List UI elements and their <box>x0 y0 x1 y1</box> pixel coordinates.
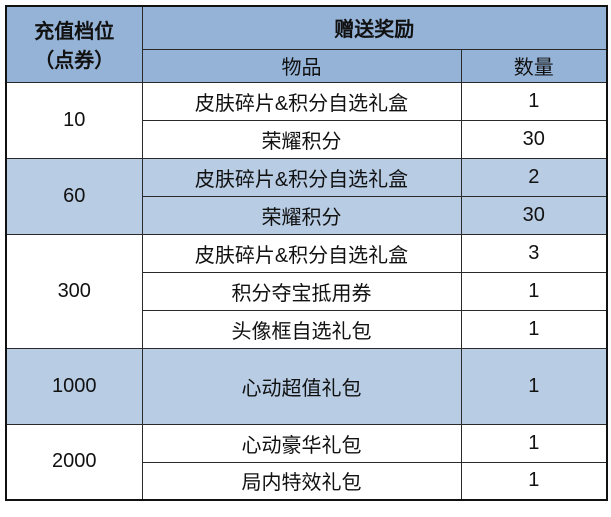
qty-cell: 2 <box>460 157 608 197</box>
item-cell: 荣耀积分 <box>141 119 462 159</box>
item-cell: 心动豪华礼包 <box>141 423 462 463</box>
tier-cell: 10 <box>5 81 143 159</box>
item-cell: 积分夺宝抵用券 <box>141 271 462 311</box>
item-cell: 心动超值礼包 <box>141 347 462 425</box>
qty-cell: 30 <box>460 195 608 235</box>
qty-cell: 1 <box>460 271 608 311</box>
tier-cell: 300 <box>5 233 143 349</box>
item-cell: 荣耀积分 <box>141 195 462 235</box>
qty-cell: 1 <box>460 309 608 349</box>
table-row: 积分夺宝抵用券 1 <box>6 271 608 311</box>
tier-header-unit: （点券） <box>34 50 115 73</box>
item-cell: 皮肤碎片&积分自选礼盒 <box>141 157 462 197</box>
subheader-row: 物品 数量 <box>6 48 608 83</box>
qty-header: 数量 <box>460 48 608 83</box>
table-row: 300 皮肤碎片&积分自选礼盒 3 <box>5 233 608 349</box>
tier-header-label: 充值档位 <box>34 21 115 44</box>
table-row: 2000 心动豪华礼包 1 <box>5 423 608 501</box>
item-cell: 皮肤碎片&积分自选礼盒 <box>141 81 462 121</box>
tier-cell: 1000 <box>5 347 143 425</box>
table-row: 10 皮肤碎片&积分自选礼盒 1 <box>5 81 608 159</box>
tier-cell: 2000 <box>5 423 143 501</box>
qty-cell: 3 <box>460 233 608 273</box>
item-header: 物品 <box>141 48 462 83</box>
table-row: 60 皮肤碎片&积分自选礼盒 2 <box>5 157 608 235</box>
reward-header: 赠送奖励 <box>141 5 608 50</box>
recharge-reward-table: 充值档位 （点券） 赠送奖励 物品 数量 10 皮肤碎片&积分自选礼盒 1 荣耀积分 30… <box>5 5 608 501</box>
tier-header: 充值档位 （点券） <box>5 5 143 83</box>
table-row: 1000 心动超值礼包 1 <box>5 347 608 425</box>
item-cell: 局内特效礼包 <box>141 461 462 501</box>
qty-cell: 1 <box>460 423 608 463</box>
qty-cell: 30 <box>460 119 608 159</box>
qty-cell: 1 <box>460 461 608 501</box>
tier-cell: 60 <box>5 157 143 235</box>
qty-cell: 1 <box>460 81 608 121</box>
item-cell: 皮肤碎片&积分自选礼盒 <box>141 233 462 273</box>
header-row: 充值档位 （点券） 赠送奖励 <box>5 5 608 83</box>
item-cell: 头像框自选礼包 <box>141 309 462 349</box>
qty-cell: 1 <box>460 347 608 425</box>
table-row: 局内特效礼包 1 <box>6 461 608 501</box>
table-row: 头像框自选礼包 1 <box>6 309 608 349</box>
